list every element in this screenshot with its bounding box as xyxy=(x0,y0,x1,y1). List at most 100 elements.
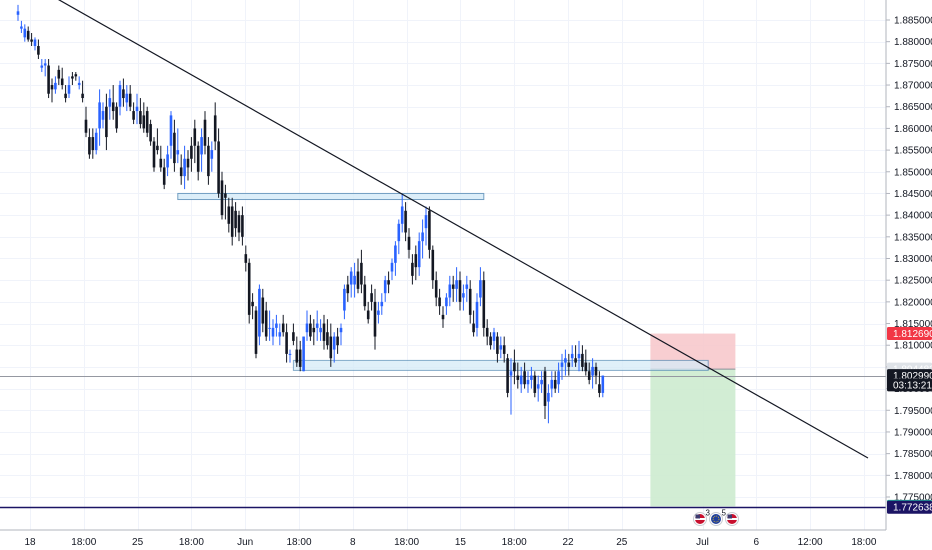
candle-body[interactable] xyxy=(128,93,132,107)
candle-body[interactable] xyxy=(339,327,343,333)
candle-body[interactable] xyxy=(465,284,469,289)
candle-body[interactable] xyxy=(16,11,20,15)
candle-body[interactable] xyxy=(496,336,499,354)
candle-body[interactable] xyxy=(152,141,156,168)
candle-body[interactable] xyxy=(441,314,445,320)
candle-body[interactable] xyxy=(377,310,380,315)
candle-body[interactable] xyxy=(47,65,50,94)
candle-body[interactable] xyxy=(57,69,61,79)
candle-body[interactable] xyxy=(94,132,98,151)
candle-body[interactable] xyxy=(23,28,27,38)
candle-body[interactable] xyxy=(584,362,588,372)
candle-body[interactable] xyxy=(203,119,207,146)
candle-body[interactable] xyxy=(149,124,152,142)
candle-body[interactable] xyxy=(207,145,210,177)
candle-body[interactable] xyxy=(394,245,397,263)
candle-body[interactable] xyxy=(564,358,567,363)
candle-body[interactable] xyxy=(298,349,302,367)
candle-body[interactable] xyxy=(598,384,601,393)
candle-body[interactable] xyxy=(421,232,424,242)
candle-body[interactable] xyxy=(305,323,309,333)
candle-body[interactable] xyxy=(190,145,193,159)
candle-body[interactable] xyxy=(295,349,299,363)
candle-body[interactable] xyxy=(417,241,421,268)
candle-body[interactable] xyxy=(288,353,292,355)
candle-body[interactable] xyxy=(183,158,186,177)
trendline[interactable] xyxy=(18,0,869,459)
candle-body[interactable] xyxy=(438,297,441,307)
candle-body[interactable] xyxy=(88,137,91,155)
candle-body[interactable] xyxy=(132,111,135,120)
candle-body[interactable] xyxy=(227,206,231,224)
candle-body[interactable] xyxy=(411,262,414,276)
candle-body[interactable] xyxy=(336,336,339,346)
candle-body[interactable] xyxy=(553,379,557,389)
candle-body[interactable] xyxy=(101,111,105,120)
candle-body[interactable] xyxy=(383,280,387,294)
candle-body[interactable] xyxy=(482,280,486,328)
candle-body[interactable] xyxy=(560,362,564,367)
candle-body[interactable] xyxy=(302,336,305,372)
candle-body[interactable] xyxy=(468,288,472,315)
candle-body[interactable] xyxy=(581,353,584,367)
candle-body[interactable] xyxy=(40,65,44,68)
candle-body[interactable] xyxy=(186,158,190,168)
candle-body[interactable] xyxy=(472,323,475,333)
candle-body[interactable] xyxy=(356,271,360,289)
candle-body[interactable] xyxy=(451,284,455,289)
candle-body[interactable] xyxy=(77,82,81,86)
candle-body[interactable] xyxy=(387,280,390,285)
candle-body[interactable] xyxy=(424,215,428,229)
candle-body[interactable] xyxy=(434,280,438,298)
time-axis[interactable]: 18 18:00 25 18:00 Jun 18:00 8 18:00 15 18:00 22 25 J… xyxy=(24,537,876,548)
candle-body[interactable] xyxy=(74,74,78,77)
candle-body[interactable] xyxy=(281,323,285,333)
candle-body[interactable] xyxy=(26,30,30,40)
candle-body[interactable] xyxy=(547,392,550,402)
candle-body[interactable] xyxy=(98,102,101,129)
candle-body[interactable] xyxy=(543,371,547,406)
candle-body[interactable] xyxy=(285,332,288,354)
candle-body[interactable] xyxy=(519,375,523,385)
candle-body[interactable] xyxy=(404,210,407,233)
candle-body[interactable] xyxy=(414,254,418,268)
candle-body[interactable] xyxy=(557,371,560,385)
candle-body[interactable] xyxy=(475,301,479,328)
candle-body[interactable] xyxy=(173,132,176,164)
candle-body[interactable] xyxy=(315,323,319,328)
candle-body[interactable] xyxy=(574,358,577,363)
candle-body[interactable] xyxy=(526,379,530,385)
candle-body[interactable] xyxy=(485,327,489,337)
candle-body[interactable] xyxy=(217,141,220,194)
candle-body[interactable] xyxy=(332,336,336,350)
candle-body[interactable] xyxy=(71,76,74,79)
candle-body[interactable] xyxy=(84,119,88,133)
candle-body[interactable] xyxy=(445,297,448,307)
candle-body[interactable] xyxy=(210,150,214,159)
candle-body[interactable] xyxy=(111,102,115,112)
candle-body[interactable] xyxy=(122,89,125,99)
candle-body[interactable] xyxy=(67,85,71,94)
candle-body[interactable] xyxy=(268,327,271,329)
candle-body[interactable] xyxy=(567,362,571,367)
candle-body[interactable] xyxy=(533,375,537,393)
candle-body[interactable] xyxy=(200,137,203,155)
candle-body[interactable] xyxy=(455,280,458,289)
candle-body[interactable] xyxy=(462,293,465,298)
candle-body[interactable] xyxy=(363,284,367,307)
candle-body[interactable] xyxy=(275,323,278,328)
candle-body[interactable] xyxy=(540,379,543,385)
candle-body[interactable] xyxy=(176,150,180,155)
candle-body[interactable] xyxy=(601,375,605,393)
candle-body[interactable] xyxy=(292,332,295,341)
take-profit-zone[interactable] xyxy=(650,369,736,507)
candle-body[interactable] xyxy=(278,332,282,337)
candle-body[interactable] xyxy=(400,206,404,224)
candle-body[interactable] xyxy=(115,106,118,129)
candle-body[interactable] xyxy=(54,82,57,90)
candle-body[interactable] xyxy=(380,301,384,307)
candle-body[interactable] xyxy=(513,362,516,372)
candle-body[interactable] xyxy=(166,154,169,168)
candle-body[interactable] xyxy=(37,46,40,55)
